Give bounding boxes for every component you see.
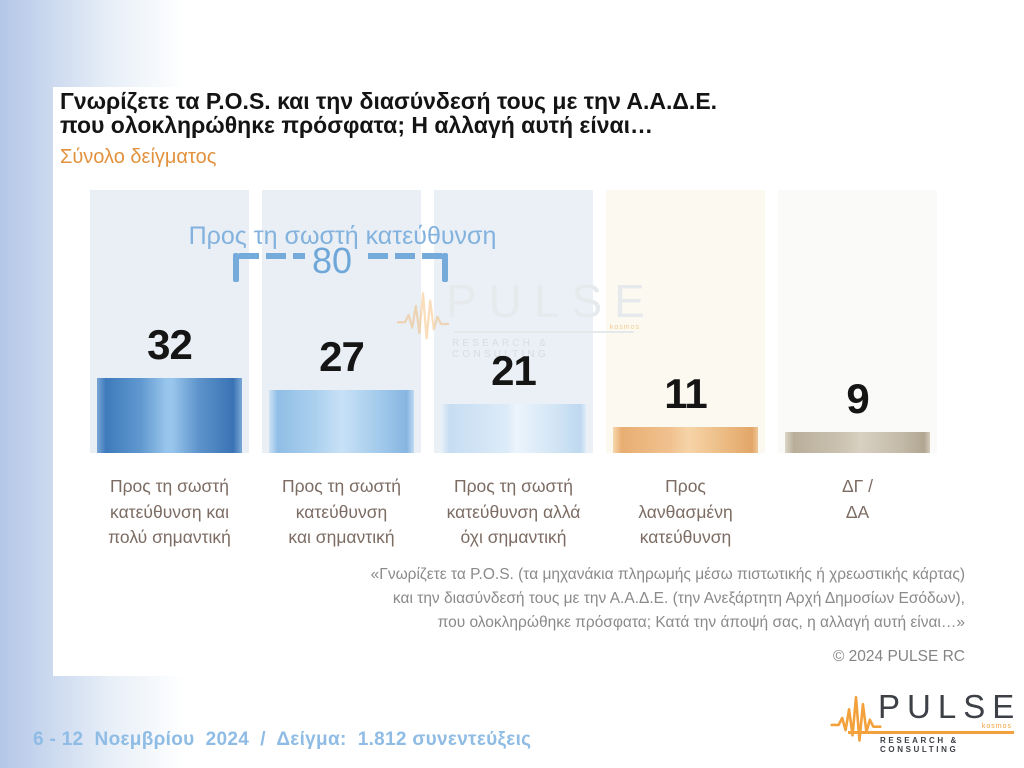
bar-segment xyxy=(269,390,414,453)
chart-column-panel xyxy=(778,190,937,453)
sample-subtitle: Σύνολο δείγματος xyxy=(60,146,217,168)
pulse-watermark: PULSE kosmos RESEARCH & CONSULTING xyxy=(396,274,646,360)
logo-tagline: RESEARCH & CONSULTING xyxy=(880,736,959,754)
bar-segment xyxy=(97,378,242,453)
bracket-right-corner xyxy=(442,253,448,282)
category-label: Προς τη σωστή κατεύθυνση και πολύ σημαντ… xyxy=(108,476,231,547)
category-label: Προς τη σωστή κατεύθυνση αλλά όχι σημαντ… xyxy=(446,476,581,547)
bar-value-label: 32 xyxy=(147,321,193,368)
category-label: ΔΓ / ΔΑ xyxy=(841,476,874,522)
chart-column-panel xyxy=(606,190,765,453)
watermark-line xyxy=(454,331,634,333)
group-annotation-value: 80 xyxy=(311,240,353,281)
bracket-right-dashes xyxy=(368,253,442,259)
bar-value-label: 27 xyxy=(319,333,365,380)
title-line-1: Γνωρίζετε τα P.O.S. και την διασύνδεσή τ… xyxy=(60,88,718,114)
bar-segment xyxy=(441,404,586,453)
watermark-submark: kosmos xyxy=(609,324,640,331)
watermark-logo-text: PULSE xyxy=(446,275,657,327)
bracket-left-dashes xyxy=(239,253,305,259)
pulse-logo: PULSE kosmos RESEARCH & CONSULTING xyxy=(820,684,1016,760)
bracket-left-corner xyxy=(233,253,239,282)
group-annotation-label: Προς τη σωστή κατεύθυνση xyxy=(188,222,497,250)
page-title: Γνωρίζετε τα P.O.S. και την διασύνδεσή τ… xyxy=(60,89,780,137)
logo-text: PULSE xyxy=(878,688,1022,725)
copyright-text: © 2024 PULSE RC xyxy=(832,648,965,665)
logo-underline xyxy=(848,731,1014,734)
category-label: Προς λανθασμένη κατεύθυνση xyxy=(638,476,733,547)
fieldwork-sample-info: 6 - 12 Νοεμβρίου 2024 / Δείγμα: 1.812 συ… xyxy=(33,729,532,750)
pulse-waveform-icon xyxy=(830,695,882,742)
bar-segment xyxy=(785,432,930,453)
bar-value-label: 9 xyxy=(846,375,869,422)
pulse-waveform-icon xyxy=(396,292,450,340)
category-label: Προς τη σωστή κατεύθυνση και σημαντική xyxy=(281,476,402,547)
bar-segment xyxy=(613,427,758,453)
bar-value-label: 21 xyxy=(491,347,537,394)
question-footnote: «Γνωρίζετε τα P.O.S. (τα μηχανάκια πληρω… xyxy=(370,566,965,631)
bar-value-label: 11 xyxy=(664,370,707,417)
logo-submark: kosmos xyxy=(981,723,1012,730)
watermark-tagline: RESEARCH & CONSULTING xyxy=(452,338,550,360)
title-line-2: που ολοκληρώθηκε πρόσφατα; Η αλλαγή αυτή… xyxy=(60,112,654,138)
